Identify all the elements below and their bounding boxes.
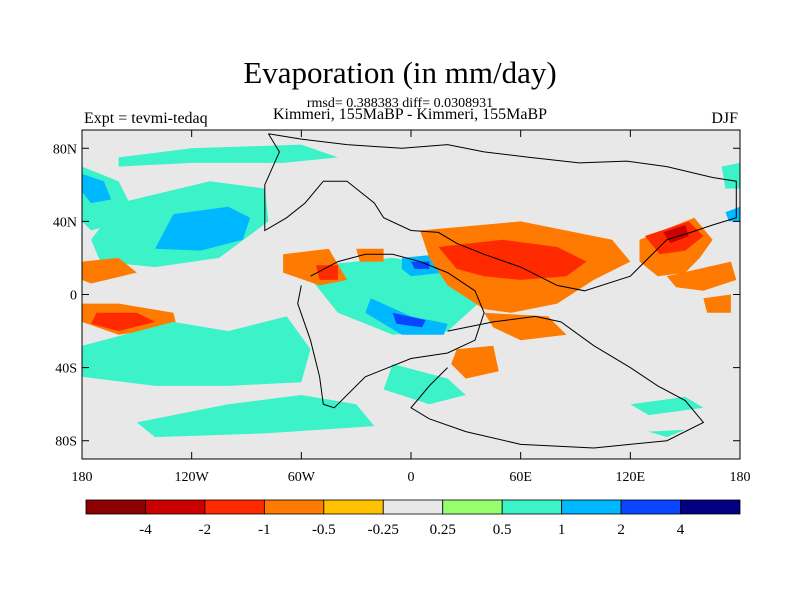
x-tick-label: 120E [616, 470, 646, 485]
y-tick-label: 80S [55, 435, 77, 450]
colorbar-label: -0.25 [368, 522, 399, 538]
colorbar-swatch [442, 499, 503, 515]
anomaly-region [630, 396, 704, 416]
coastline [410, 315, 705, 449]
colorbar-swatch [620, 499, 681, 515]
coastline [297, 253, 485, 409]
colorbar-swatch [145, 499, 206, 515]
anomaly-region [703, 294, 731, 313]
y-tick-label: 80N [53, 142, 77, 157]
anomaly-region [648, 429, 686, 438]
y-tick-label: 40N [53, 215, 77, 230]
y-tick-label: 40S [55, 362, 77, 377]
colorbar-label: 0.5 [493, 522, 512, 538]
anomaly-region [451, 345, 499, 379]
y-tick-label: 0 [70, 289, 77, 304]
colorbar-label: 0.25 [430, 522, 456, 538]
colorbar-label: -2 [199, 522, 212, 538]
anomaly-region [356, 248, 384, 262]
anomaly-region [82, 316, 311, 386]
anomaly-region [82, 257, 137, 284]
anomaly-region [666, 261, 737, 291]
colorbar-label: -4 [139, 522, 152, 538]
x-tick-label: 60E [509, 470, 532, 485]
anomaly-region [484, 312, 567, 341]
anomaly-region [82, 173, 112, 204]
anomaly-region [155, 206, 251, 251]
anomaly-region [392, 312, 426, 328]
subtitle: Kimmeri, 155MaBP - Kimmeri, 155MaBP [272, 106, 548, 123]
colorbar-swatch [680, 499, 741, 515]
anomaly-region [383, 364, 466, 405]
anomaly-region [91, 312, 156, 332]
anomaly-region [721, 162, 740, 189]
colorbar-swatch [323, 499, 384, 515]
colorbar-swatch [85, 499, 146, 515]
colorbar-label: 1 [558, 522, 566, 538]
experiment-label: Expt = tevmi-tedaq [84, 110, 208, 127]
stats-text: rmsd= 0.388383 diff= 0.0308931 [306, 96, 494, 111]
anomaly-region [118, 144, 338, 167]
x-tick-label: 180 [72, 470, 93, 485]
colorbar-swatch [382, 499, 444, 515]
colorbar-swatch [204, 499, 265, 515]
anomaly-region [316, 265, 338, 280]
colorbar-swatch [561, 499, 622, 515]
x-tick-label: 60W [288, 470, 316, 485]
colorbar-label: 4 [677, 522, 685, 538]
colorbar-label: 2 [617, 522, 625, 538]
colorbar-swatch [263, 499, 325, 515]
x-tick-label: 120W [175, 470, 210, 485]
colorbar-label: -0.5 [312, 522, 336, 538]
colorbar-label: -1 [258, 522, 271, 538]
anomaly-region [301, 257, 485, 335]
x-tick-label: 180 [730, 470, 751, 485]
anomaly-region [438, 239, 587, 280]
map-title: Evaporation (in mm/day) [243, 55, 557, 90]
x-tick-label: 0 [408, 470, 415, 485]
season-label: DJF [711, 110, 738, 127]
colorbar-swatch [501, 499, 563, 515]
anomaly-region [136, 395, 375, 438]
coastline [264, 133, 737, 292]
